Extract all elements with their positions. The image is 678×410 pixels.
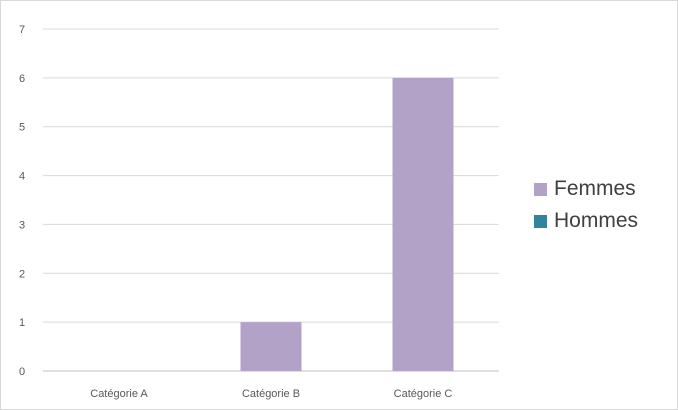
bars [240, 77, 454, 371]
x-axis-tick-labels: Catégorie A Catégorie B Catégorie C [90, 388, 452, 400]
y-tick-label: 6 [19, 73, 25, 85]
y-tick-label: 7 [19, 24, 25, 36]
y-tick-label: 3 [19, 219, 25, 231]
y-tick-label: 2 [19, 268, 25, 280]
bar-femmes-2 [240, 322, 302, 371]
legend-item-femmes: Femmes [534, 173, 638, 205]
legend-label-femmes: Femmes [554, 177, 636, 200]
x-tick-label: Catégorie C [394, 388, 453, 400]
y-tick-label: 0 [19, 366, 25, 378]
legend: Femmes Hommes [534, 173, 638, 237]
x-tick-label: Catégorie B [242, 388, 300, 400]
x-tick-label: Catégorie A [90, 388, 148, 400]
y-axis-tick-labels: 0 1 2 3 4 5 6 7 [19, 24, 25, 378]
y-tick-label: 5 [19, 122, 25, 134]
legend-item-hommes: Hommes [534, 205, 638, 237]
bar-femmes-3 [392, 77, 454, 371]
legend-swatch-hommes [534, 214, 547, 228]
gridlines [43, 28, 499, 372]
legend-label-hommes: Hommes [554, 209, 639, 232]
legend-swatch-femmes [534, 182, 547, 196]
y-tick-label: 4 [19, 171, 25, 183]
y-tick-label: 1 [19, 317, 25, 329]
